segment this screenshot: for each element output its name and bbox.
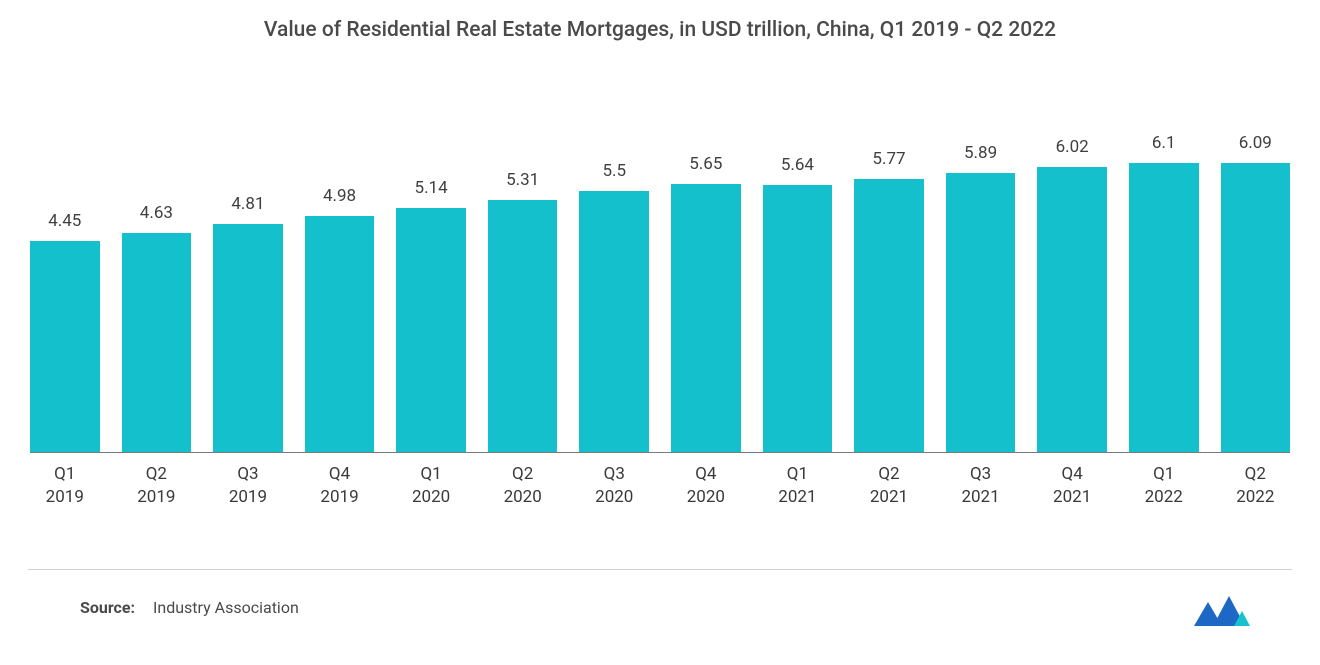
x-tick-label: Q32019 [213, 463, 283, 509]
bar-column: 5.65 [671, 154, 741, 452]
bar [854, 179, 924, 452]
x-tick-label: Q12021 [763, 463, 833, 509]
x-tick-label: Q42020 [671, 463, 741, 509]
bar-column: 5.89 [946, 143, 1016, 452]
source-label: Source: [80, 598, 135, 617]
bar-value-label: 6.09 [1239, 133, 1272, 153]
chart-title: Value of Residential Real Estate Mortgag… [28, 18, 1292, 42]
x-tick-label: Q12019 [30, 463, 100, 509]
bar-value-label: 5.89 [964, 143, 997, 163]
bar-column: 5.31 [488, 170, 558, 452]
chart-container: Value of Residential Real Estate Mortgag… [0, 0, 1320, 665]
bar [305, 216, 375, 452]
bar-value-label: 4.81 [231, 194, 264, 214]
bar-column: 6.09 [1221, 133, 1291, 452]
bar-column: 5.14 [396, 178, 466, 452]
x-tick-label: Q12020 [396, 463, 466, 509]
bar [946, 173, 1016, 452]
bar-value-label: 5.64 [781, 155, 814, 175]
chart-footer: Source: Industry Association [28, 569, 1292, 650]
bar [1037, 167, 1107, 452]
bar [763, 185, 833, 452]
bar-value-label: 4.63 [140, 203, 173, 223]
bar-column: 4.98 [305, 186, 375, 452]
bar-value-label: 5.14 [415, 178, 448, 198]
bar-value-label: 4.98 [323, 186, 356, 206]
x-tick-label: Q32021 [946, 463, 1016, 509]
x-tick-label: Q22019 [122, 463, 192, 509]
x-tick-label: Q42019 [305, 463, 375, 509]
bar [122, 233, 192, 452]
source-text: Industry Association [153, 598, 299, 617]
brand-logo-icon [1194, 590, 1250, 626]
x-tick-label: Q32020 [579, 463, 649, 509]
bar-value-label: 5.77 [872, 149, 905, 169]
x-tick-label: Q22022 [1221, 463, 1291, 509]
chart-plot-area: 4.45 4.63 4.81 4.98 5.14 5.31 5.5 5.65 5.64 5.77 5… [28, 112, 1292, 452]
bar-value-label: 5.5 [602, 161, 626, 181]
bar [671, 184, 741, 452]
bar-column: 4.63 [122, 203, 192, 452]
bar [488, 200, 558, 452]
x-axis-labels: Q12019 Q22019 Q32019 Q42019 Q12020 Q22020 Q320… [28, 453, 1292, 509]
bar-column: 5.64 [763, 155, 833, 452]
bar [30, 241, 100, 452]
x-tick-label: Q12022 [1129, 463, 1199, 509]
bar-column: 6.02 [1037, 137, 1107, 452]
bar [579, 191, 649, 452]
bar-value-label: 5.65 [689, 154, 722, 174]
source-citation: Source: Industry Association [80, 598, 299, 617]
bar [1129, 163, 1199, 452]
x-tick-label: Q22021 [854, 463, 924, 509]
bar [213, 224, 283, 452]
bar-value-label: 6.1 [1152, 133, 1176, 153]
bar [396, 208, 466, 452]
x-tick-label: Q42021 [1037, 463, 1107, 509]
x-tick-label: Q22020 [488, 463, 558, 509]
bar-value-label: 5.31 [506, 170, 539, 190]
bar-column: 4.45 [30, 211, 100, 452]
bar-column: 5.5 [579, 161, 649, 452]
bar-column: 5.77 [854, 149, 924, 452]
bar-column: 6.1 [1129, 133, 1199, 452]
bar-value-label: 6.02 [1056, 137, 1089, 157]
bar-value-label: 4.45 [48, 211, 81, 231]
bar [1221, 163, 1291, 452]
bar-column: 4.81 [213, 194, 283, 452]
